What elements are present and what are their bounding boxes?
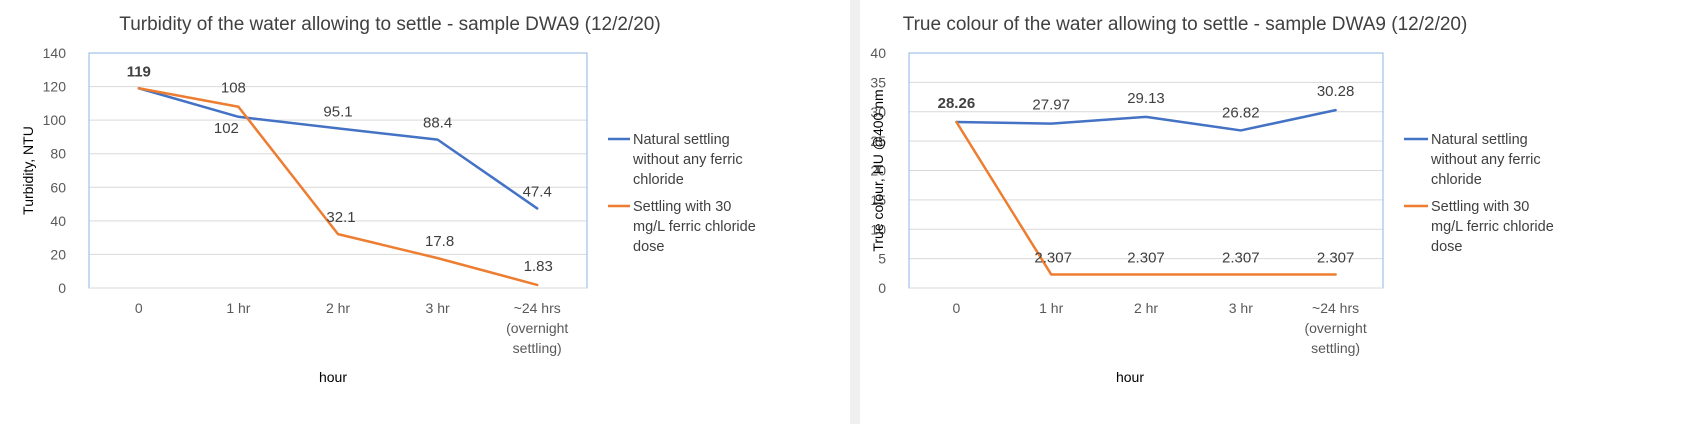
data-label-series-1: 119: [127, 63, 151, 80]
y-tick-label: 140: [43, 45, 67, 61]
data-label-series-2: 2.307: [1222, 249, 1260, 266]
data-label-series-2: 2.307: [1034, 249, 1072, 266]
y-tick-label: 10: [870, 221, 886, 237]
data-label-series-1: 28.26: [938, 95, 976, 112]
legend-label-1: Natural settling: [1431, 132, 1528, 148]
chart-svg: Turbidity of the water allowing to settl…: [20, 14, 756, 385]
y-tick-label: 5: [878, 251, 886, 267]
y-tick-label: 20: [870, 163, 886, 179]
x-axis-title: hour: [1116, 369, 1144, 385]
legend-label-1: chloride: [1431, 172, 1482, 188]
data-label-series-2: 2.307: [1317, 249, 1355, 266]
data-label-series-1: 95.1: [323, 103, 352, 120]
series-line-1: [955, 108, 1337, 132]
x-tick-label: ~24 hrs: [1312, 300, 1359, 316]
y-tick-label: 35: [870, 74, 886, 90]
x-tick-label: settling): [513, 340, 562, 356]
plot-area-border: [88, 52, 588, 289]
legend-label-1: chloride: [633, 172, 684, 188]
y-tick-label: 40: [870, 45, 886, 61]
y-tick-label: 80: [50, 146, 66, 162]
y-tick-label: 20: [50, 246, 66, 262]
series-line-1: [137, 87, 539, 210]
x-tick-label: 0: [953, 300, 961, 316]
turbidity-chart-panel: Turbidity of the water allowing to settl…: [0, 0, 850, 424]
chart-svg: True colour of the water allowing to set…: [870, 14, 1554, 385]
chart-title: True colour of the water allowing to set…: [903, 14, 1468, 35]
true-colour-chart-panel: True colour of the water allowing to set…: [860, 0, 1696, 424]
x-tick-label: 1 hr: [1039, 300, 1063, 316]
x-tick-label: (overnight: [506, 320, 568, 336]
data-label-series-1: 26.82: [1222, 104, 1260, 121]
x-tick-label: 0: [135, 300, 143, 316]
panel-separator: [850, 0, 860, 424]
legend-label-1: without any ferric: [1430, 152, 1541, 168]
y-tick-label: 60: [50, 179, 66, 195]
data-label-series-2: 17.8: [425, 233, 454, 250]
series-line-2: [137, 87, 539, 287]
data-label-series-2: 2.307: [1127, 249, 1165, 266]
x-tick-label: 2 hr: [1134, 300, 1158, 316]
data-label-series-2: 1.83: [524, 258, 553, 275]
data-label-series-2: 108: [221, 80, 246, 97]
y-tick-label: 15: [870, 192, 886, 208]
y-tick-label: 0: [58, 280, 66, 296]
x-tick-label: (overnight: [1304, 320, 1366, 336]
legend-label-2: dose: [633, 239, 664, 255]
data-label-series-1: 29.13: [1127, 90, 1165, 107]
x-axis-title: hour: [319, 369, 347, 385]
legend-label-2: Settling with 30: [633, 199, 731, 215]
x-tick-label: 2 hr: [326, 300, 350, 316]
legend-label-1: Natural settling: [633, 132, 730, 148]
y-tick-label: 25: [870, 133, 886, 149]
legend-label-2: dose: [1431, 239, 1462, 255]
y-tick-label: 40: [50, 213, 66, 229]
x-tick-label: settling): [1311, 340, 1360, 356]
y-tick-label: 100: [43, 112, 67, 128]
legend-label-1: without any ferric: [632, 152, 743, 168]
data-label-series-1: 30.28: [1317, 83, 1355, 100]
y-tick-label: 0: [878, 280, 886, 296]
data-label-series-1: 47.4: [523, 183, 552, 200]
y-axis-title: True colour, HU @400 nm: [870, 89, 886, 251]
data-label-series-2: 32.1: [326, 209, 355, 226]
y-tick-label: 30: [870, 104, 886, 120]
legend-label-2: mg/L ferric chloride: [633, 219, 756, 235]
x-tick-label: 3 hr: [426, 300, 450, 316]
series-line-2: [955, 120, 1337, 276]
y-tick-label: 120: [43, 79, 67, 95]
legend-label-2: mg/L ferric chloride: [1431, 219, 1554, 235]
data-label-series-1: 27.97: [1032, 97, 1070, 114]
x-tick-label: 1 hr: [226, 300, 250, 316]
data-label-series-1: 102: [214, 120, 239, 137]
y-axis-title: Turbidity, NTU: [20, 126, 36, 215]
x-tick-label: 3 hr: [1229, 300, 1253, 316]
data-label-series-1: 88.4: [423, 115, 452, 132]
x-tick-label: ~24 hrs: [514, 300, 561, 316]
legend-label-2: Settling with 30: [1431, 199, 1529, 215]
chart-title: Turbidity of the water allowing to settl…: [119, 14, 660, 35]
